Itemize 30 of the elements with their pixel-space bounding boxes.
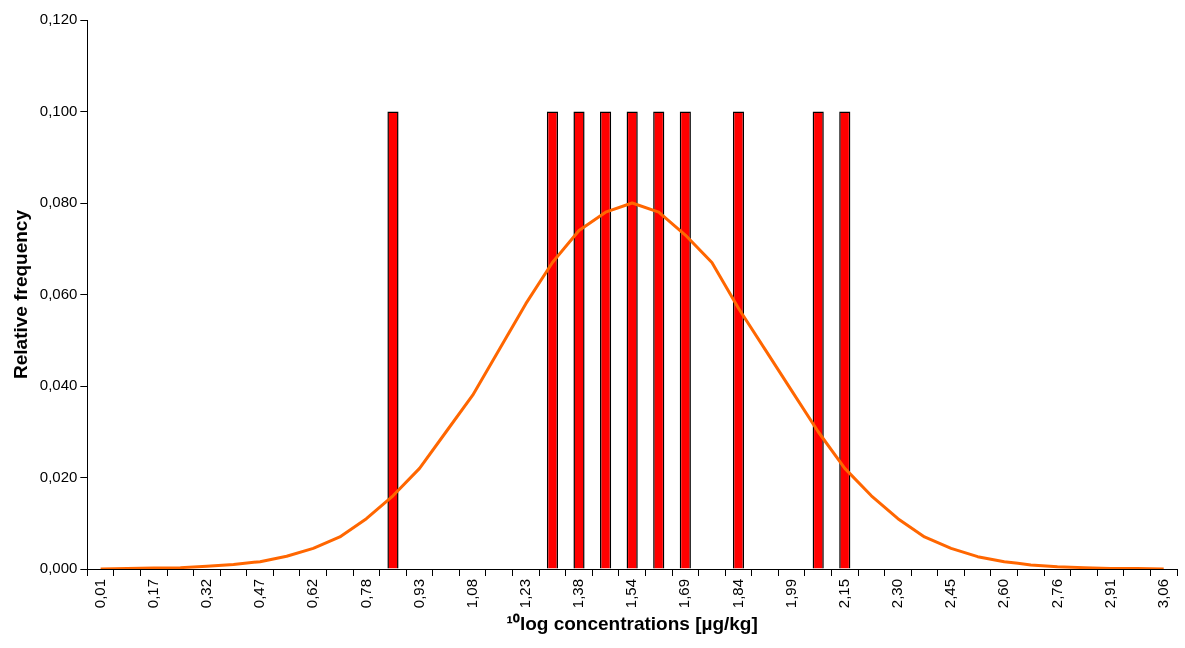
x-tick-label: 0,93	[409, 579, 427, 609]
x-tick-label: 0,47	[250, 579, 268, 609]
x-tick-label: 2,45	[941, 579, 959, 609]
x-tick-label: 0,78	[356, 579, 374, 609]
x-tick-label: 2,60	[994, 579, 1012, 609]
x-tick-label: 2,30	[888, 579, 906, 609]
y-tick-label: 0,060	[39, 284, 78, 302]
x-tick-label: 3,06	[1153, 579, 1171, 609]
y-tick-label: 0,040	[39, 376, 78, 394]
x-tick-label: 0,32	[197, 579, 215, 609]
y-tick-label: 0,000	[39, 559, 78, 577]
x-tick-label: 1,54	[622, 579, 640, 609]
x-tick-label: 0,62	[303, 579, 321, 609]
y-tick-label: 0,120	[39, 10, 78, 28]
x-tick-label: 1,99	[781, 579, 799, 609]
x-tick-label: 1,38	[569, 579, 587, 609]
x-axis-title: ¹⁰log concentrations [µg/kg]	[506, 612, 758, 634]
x-tick-label: 2,76	[1047, 579, 1065, 609]
x-tick-label: 1,69	[675, 579, 693, 609]
y-tick-label: 0,020	[39, 467, 78, 485]
x-tick-label: 1,08	[462, 579, 480, 609]
y-tick-label: 0,080	[39, 193, 78, 211]
x-tick-label: 1,84	[728, 579, 746, 609]
x-tick-label: 1,23	[516, 579, 533, 609]
y-tick-label: 0,100	[39, 101, 78, 119]
x-tick-label: 0,01	[90, 579, 108, 609]
y-axis-title: Relative frequency	[9, 209, 31, 379]
x-tick-label: 2,91	[1100, 579, 1118, 609]
x-tick-label: 2,15	[834, 579, 852, 609]
x-tick-label: 0,17	[143, 579, 161, 609]
